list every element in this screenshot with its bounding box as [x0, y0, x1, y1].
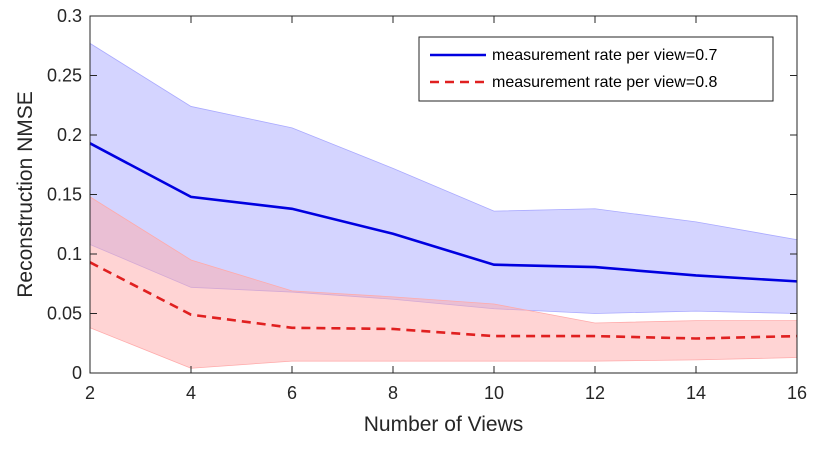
x-axis-label: Number of Views — [364, 413, 524, 436]
x-tick-label: 16 — [787, 383, 807, 403]
legend-entry-series-1: measurement rate per view=0.7 — [492, 47, 718, 64]
legend-entry-series-2: measurement rate per view=0.8 — [492, 74, 718, 91]
y-axis-label: Reconstruction NMSE — [14, 91, 37, 298]
x-tick-label: 6 — [287, 383, 297, 403]
x-tick-label: 12 — [585, 383, 605, 403]
y-tick-label: 0.15 — [47, 185, 82, 205]
y-tick-label: 0.05 — [47, 304, 82, 324]
x-tick-label: 8 — [388, 383, 398, 403]
line-series-2 — [89, 261, 798, 340]
y-tick-label: 0 — [72, 363, 82, 383]
y-tick-label: 0.1 — [57, 244, 82, 264]
x-tick-label: 4 — [186, 383, 196, 403]
x-axis-ticks: 2 4 6 8 10 12 14 16 — [85, 16, 807, 403]
x-tick-label: 2 — [85, 383, 95, 403]
line-series-1 — [89, 142, 798, 283]
series-lines — [89, 142, 798, 340]
y-tick-label: 0.3 — [57, 6, 82, 26]
legend: measurement rate per view=0.7 measuremen… — [418, 36, 774, 102]
y-axis-ticks: 0 0.05 0.1 0.15 0.2 0.25 0.3 — [47, 6, 797, 383]
x-tick-label: 14 — [686, 383, 706, 403]
y-tick-label: 0.2 — [57, 125, 82, 145]
legend-box — [418, 36, 774, 102]
y-tick-label: 0.25 — [47, 66, 82, 86]
x-tick-label: 10 — [484, 383, 504, 403]
